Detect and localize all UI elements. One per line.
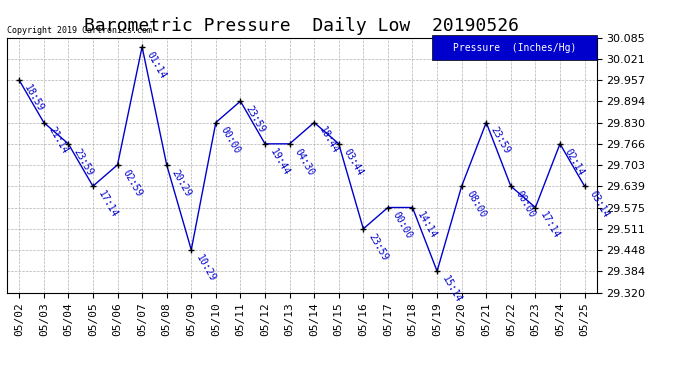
Text: 17:14: 17:14 — [96, 189, 119, 219]
Text: 18:44: 18:44 — [317, 125, 340, 156]
Text: 01:14: 01:14 — [145, 50, 168, 80]
Text: Pressure  (Inches/Hg): Pressure (Inches/Hg) — [453, 43, 576, 53]
Text: 00:00: 00:00 — [513, 189, 537, 219]
Bar — [432, 35, 597, 60]
Text: 03:14: 03:14 — [587, 189, 611, 219]
Text: 19:44: 19:44 — [268, 147, 291, 177]
Text: 21:14: 21:14 — [46, 125, 70, 156]
Title: Barometric Pressure  Daily Low  20190526: Barometric Pressure Daily Low 20190526 — [84, 16, 520, 34]
Text: 15:14: 15:14 — [440, 274, 463, 304]
Text: 23:59: 23:59 — [243, 104, 266, 134]
Text: 00:00: 00:00 — [219, 125, 242, 156]
Text: 14:14: 14:14 — [415, 210, 439, 241]
Text: 00:00: 00:00 — [391, 210, 414, 241]
Text: 23:59: 23:59 — [366, 232, 389, 262]
Text: 20:29: 20:29 — [170, 168, 193, 198]
Text: 04:30: 04:30 — [293, 147, 316, 177]
Text: 02:14: 02:14 — [563, 147, 586, 177]
Text: 10:29: 10:29 — [194, 253, 217, 283]
Text: 23:59: 23:59 — [489, 125, 513, 156]
Text: 02:59: 02:59 — [120, 168, 144, 198]
Text: 08:00: 08:00 — [464, 189, 488, 219]
Text: 17:14: 17:14 — [538, 210, 562, 241]
Text: 18:59: 18:59 — [22, 83, 46, 113]
Text: 23:59: 23:59 — [71, 147, 95, 177]
Text: 03:44: 03:44 — [342, 147, 365, 177]
Text: Copyright 2019 Cartronics.com: Copyright 2019 Cartronics.com — [7, 26, 152, 35]
